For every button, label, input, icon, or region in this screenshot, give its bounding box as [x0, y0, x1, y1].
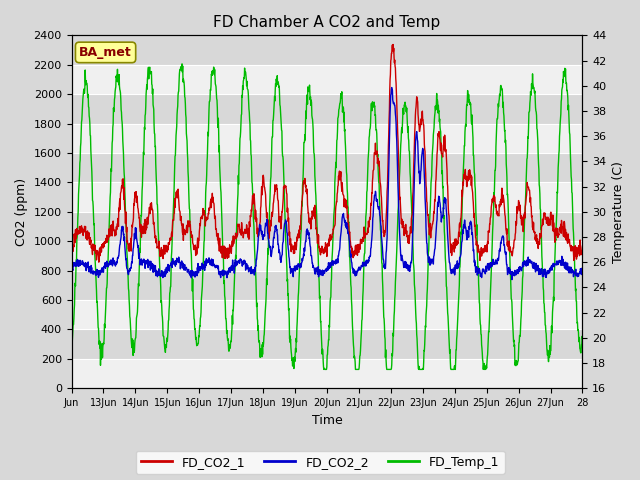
FD_CO2_1 [304, 205, 312, 211]
FD_CO2_1 [389, 42, 397, 48]
FD_CO2_1 [314, 240, 321, 246]
FD_Temp_1 [320, 367, 328, 372]
FD_CO2_1 [448, 252, 456, 258]
Line: FD_CO2_1: FD_CO2_1 [72, 45, 582, 262]
Bar [72, 300, 582, 329]
Title: FD Chamber A CO2 and Temp: FD Chamber A CO2 and Temp [213, 15, 440, 30]
FD_CO2_2 [68, 264, 76, 270]
FD_CO2_2 [314, 269, 321, 275]
Bar [72, 271, 582, 300]
FD_CO2_1 [523, 192, 531, 198]
FD_CO2_1 [148, 204, 156, 209]
FD_Temp_1 [573, 299, 580, 304]
FD_CO2_1 [573, 256, 580, 262]
Bar [72, 212, 582, 241]
FD_CO2_1 [68, 241, 76, 247]
FD_CO2_2 [304, 228, 312, 234]
FD_Temp_1 [523, 165, 531, 170]
Bar [72, 94, 582, 123]
Line: FD_CO2_2: FD_CO2_2 [72, 87, 582, 280]
FD_CO2_1 [95, 259, 102, 265]
Legend: FD_CO2_1, FD_CO2_2, FD_Temp_1: FD_CO2_1, FD_CO2_2, FD_Temp_1 [136, 451, 504, 474]
FD_CO2_2 [508, 277, 516, 283]
Bar [72, 329, 582, 359]
FD_Temp_1 [148, 69, 156, 74]
FD_CO2_2 [388, 84, 396, 90]
Y-axis label: Temperature (C): Temperature (C) [612, 161, 625, 263]
FD_CO2_1 [579, 243, 586, 249]
Bar [72, 241, 582, 271]
FD_Temp_1 [178, 61, 186, 67]
Line: FD_Temp_1: FD_Temp_1 [72, 64, 582, 370]
Bar [72, 182, 582, 212]
FD_CO2_2 [523, 257, 531, 263]
Y-axis label: CO2 (ppm): CO2 (ppm) [15, 178, 28, 246]
FD_Temp_1 [68, 350, 76, 356]
FD_Temp_1 [579, 336, 586, 342]
X-axis label: Time: Time [312, 414, 342, 427]
Bar [72, 36, 582, 65]
Bar [72, 123, 582, 153]
Bar [72, 359, 582, 388]
FD_Temp_1 [314, 237, 321, 242]
Text: BA_met: BA_met [79, 46, 132, 59]
FD_CO2_2 [148, 264, 156, 269]
Bar [72, 153, 582, 182]
Bar [72, 65, 582, 94]
FD_Temp_1 [448, 367, 456, 372]
FD_CO2_2 [447, 271, 455, 276]
FD_CO2_2 [579, 265, 586, 271]
FD_CO2_2 [573, 271, 580, 276]
FD_Temp_1 [304, 84, 312, 90]
